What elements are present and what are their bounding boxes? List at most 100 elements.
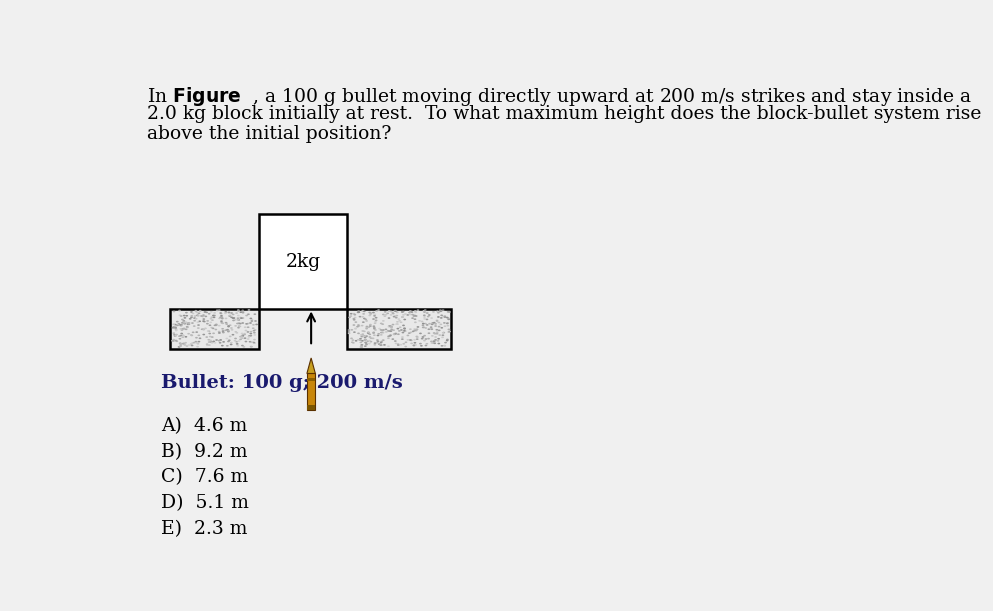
Circle shape — [245, 323, 248, 324]
Circle shape — [226, 329, 229, 331]
Circle shape — [224, 329, 227, 331]
Circle shape — [387, 317, 390, 319]
Circle shape — [230, 312, 233, 314]
Circle shape — [237, 315, 239, 316]
Circle shape — [411, 317, 414, 319]
Circle shape — [182, 335, 185, 336]
Circle shape — [175, 340, 178, 342]
Circle shape — [225, 323, 228, 325]
Circle shape — [243, 337, 246, 339]
Circle shape — [208, 339, 211, 340]
Circle shape — [214, 329, 217, 331]
Circle shape — [179, 342, 182, 344]
Circle shape — [217, 332, 220, 334]
Circle shape — [376, 339, 378, 341]
Circle shape — [210, 340, 212, 342]
Circle shape — [403, 330, 406, 332]
Circle shape — [364, 345, 366, 347]
Bar — [307, 405, 316, 410]
Circle shape — [213, 315, 214, 316]
Circle shape — [401, 338, 404, 340]
Circle shape — [434, 323, 437, 324]
Circle shape — [221, 323, 224, 324]
Circle shape — [192, 313, 195, 314]
Circle shape — [391, 312, 394, 313]
Circle shape — [224, 312, 226, 314]
Circle shape — [364, 318, 367, 320]
Circle shape — [423, 335, 426, 337]
Circle shape — [433, 341, 436, 343]
Circle shape — [361, 330, 364, 332]
Circle shape — [434, 333, 436, 335]
Circle shape — [229, 343, 232, 345]
Circle shape — [240, 317, 242, 319]
Circle shape — [368, 336, 371, 338]
Circle shape — [428, 314, 431, 316]
Circle shape — [388, 310, 390, 312]
Circle shape — [432, 311, 435, 313]
Circle shape — [438, 329, 441, 331]
Circle shape — [406, 339, 409, 341]
Circle shape — [368, 312, 371, 313]
Circle shape — [237, 319, 239, 321]
Circle shape — [387, 330, 389, 332]
Circle shape — [227, 326, 230, 327]
Circle shape — [215, 310, 218, 311]
Circle shape — [406, 335, 409, 336]
Circle shape — [419, 343, 422, 345]
Circle shape — [437, 340, 440, 342]
Circle shape — [383, 344, 386, 346]
Circle shape — [394, 340, 397, 342]
Circle shape — [388, 335, 391, 337]
Circle shape — [372, 332, 375, 333]
Circle shape — [237, 318, 240, 320]
Circle shape — [398, 320, 401, 321]
Circle shape — [436, 320, 439, 322]
Circle shape — [180, 328, 183, 330]
Circle shape — [416, 329, 418, 330]
Circle shape — [394, 310, 397, 312]
Circle shape — [359, 338, 361, 340]
Bar — [348, 309, 451, 348]
Circle shape — [446, 338, 449, 340]
Circle shape — [376, 340, 379, 342]
Circle shape — [199, 320, 201, 322]
Circle shape — [190, 316, 193, 318]
Circle shape — [222, 332, 224, 334]
Circle shape — [206, 343, 209, 345]
Circle shape — [213, 332, 214, 334]
Circle shape — [402, 324, 405, 326]
Circle shape — [188, 322, 191, 324]
Circle shape — [249, 333, 252, 334]
Circle shape — [241, 337, 243, 339]
Circle shape — [198, 334, 201, 336]
Circle shape — [209, 335, 212, 337]
Circle shape — [193, 325, 196, 327]
Circle shape — [173, 310, 176, 312]
Circle shape — [444, 326, 446, 327]
Circle shape — [363, 339, 366, 341]
Circle shape — [348, 329, 351, 331]
Circle shape — [353, 324, 355, 326]
Circle shape — [374, 321, 377, 323]
Circle shape — [397, 345, 400, 346]
Circle shape — [209, 324, 212, 326]
Circle shape — [359, 342, 362, 343]
Circle shape — [385, 331, 387, 333]
Circle shape — [390, 326, 393, 328]
Circle shape — [194, 317, 196, 319]
Circle shape — [362, 313, 365, 315]
Circle shape — [382, 320, 384, 322]
Circle shape — [241, 317, 244, 319]
Circle shape — [253, 332, 256, 334]
Circle shape — [372, 318, 375, 320]
Circle shape — [414, 344, 417, 346]
Circle shape — [375, 310, 378, 312]
Circle shape — [224, 322, 227, 324]
Circle shape — [392, 313, 394, 315]
Text: 2.0 kg block initially at rest.  To what maximum height does the block-bullet sy: 2.0 kg block initially at rest. To what … — [147, 105, 982, 123]
Circle shape — [249, 322, 252, 324]
Circle shape — [417, 309, 419, 311]
Circle shape — [425, 338, 427, 340]
Circle shape — [239, 338, 242, 340]
